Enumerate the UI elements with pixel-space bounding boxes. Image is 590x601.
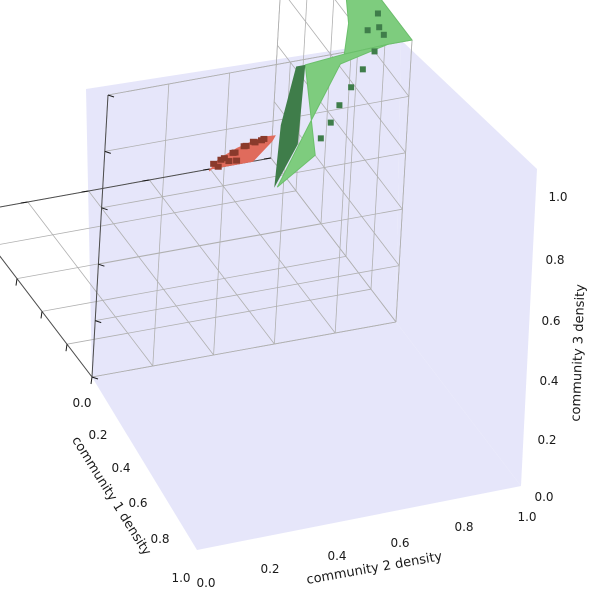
- grid-line: [152, 83, 170, 367]
- y-tick-labels: 0.0 0.2 0.4 0.6 0.8 1.0: [196, 510, 536, 590]
- x-tick-label: 0.6: [128, 496, 147, 510]
- z-tick-label: 1.0: [548, 190, 567, 204]
- green-voxel: [336, 102, 343, 109]
- z-tick-mark: [104, 150, 111, 154]
- x-tick-label: 1.0: [171, 571, 190, 585]
- z-tick-labels: 0.0 0.2 0.4 0.6 0.8 1.0: [534, 190, 567, 504]
- red-voxel: [217, 156, 225, 163]
- y-axis-label: community 2 density: [305, 549, 443, 588]
- red-voxel: [229, 149, 237, 156]
- x-tick-mark: [142, 179, 150, 182]
- y-tick-label: 0.0: [196, 576, 215, 590]
- z-axis-label: community 3 density: [569, 284, 589, 422]
- red-voxel: [225, 158, 233, 165]
- z-tick-label: 0.6: [541, 314, 560, 328]
- red-voxel: [240, 143, 248, 150]
- grid-line: [88, 190, 214, 356]
- y-tick-label: 0.4: [327, 549, 346, 563]
- green-voxel: [359, 66, 366, 73]
- y-tick-mark: [90, 376, 93, 385]
- z-tick-mark: [98, 263, 105, 267]
- grid-line: [66, 288, 372, 345]
- y-tick-label: 0.2: [260, 562, 279, 576]
- grid-line: [334, 0, 410, 97]
- red-voxel: [233, 157, 241, 164]
- x-tick-mark: [263, 157, 272, 160]
- green-voxel-shadow: [274, 64, 306, 188]
- green-voxel: [317, 135, 324, 142]
- pane-back-right: [396, 40, 537, 486]
- grid-line: [98, 208, 403, 265]
- green-voxel: [371, 48, 378, 55]
- z-tick-label: 0.8: [545, 253, 564, 267]
- grid-line: [149, 179, 275, 345]
- grid-line: [395, 39, 413, 323]
- y-tick-label: 0.6: [390, 536, 409, 550]
- pane-edge: [270, 0, 281, 159]
- red-voxel: [210, 160, 218, 167]
- y-axis-line: [0, 255, 93, 378]
- grid-line: [0, 255, 93, 378]
- green-voxel: [380, 31, 387, 38]
- x-tick-label: 0.0: [72, 396, 91, 410]
- grid-line: [95, 265, 400, 321]
- green-voxel-side: [276, 43, 388, 188]
- z-tick-mark: [95, 320, 102, 324]
- x-tick-mark: [203, 168, 211, 171]
- grid-line: [104, 96, 409, 152]
- green-voxel: [364, 27, 371, 34]
- z-tick-mark: [101, 207, 108, 211]
- grid-line: [270, 157, 397, 323]
- x-tick-mark: [81, 190, 89, 193]
- z-tick-label: 0.0: [534, 490, 553, 504]
- grid-line: [213, 72, 230, 356]
- z-axis-line: [91, 94, 109, 378]
- z-tick-label: 0.4: [539, 374, 558, 388]
- x-tick-mark: [20, 201, 28, 204]
- x-tick-labels: 0.0 0.2 0.4 0.6 0.8 1.0: [72, 396, 190, 585]
- z-tick-mark: [91, 376, 99, 380]
- grid-line: [27, 201, 154, 367]
- green-voxel: [374, 10, 381, 17]
- green-voxel: [348, 84, 355, 91]
- red-voxel: [260, 135, 268, 142]
- grid-line: [334, 50, 352, 334]
- x-tick-label: 0.4: [111, 461, 130, 475]
- y-tick-mark: [65, 344, 68, 352]
- green-voxel: [327, 119, 334, 126]
- x-tick-label: 0.2: [88, 428, 107, 442]
- y-tick-mark: [15, 278, 18, 286]
- grid-line: [101, 152, 406, 209]
- grid-line: [209, 168, 336, 334]
- red-voxel: [214, 163, 222, 170]
- grid-line: [0, 190, 297, 245]
- y-tick-label: 1.0: [517, 510, 536, 524]
- green-voxel: [376, 24, 383, 31]
- voxel-layer: [208, 0, 413, 188]
- grid-line: [91, 321, 397, 378]
- red-voxel: [249, 138, 257, 145]
- grid-line: [41, 256, 347, 312]
- grid-line: [370, 7, 388, 290]
- grid-line: [288, 0, 406, 154]
- y-tick-label: 0.8: [454, 520, 473, 534]
- y-tick-mark: [40, 311, 43, 319]
- pane-back-left: [86, 40, 401, 377]
- pane-floor: [92, 322, 521, 550]
- z-tick-label: 0.2: [537, 433, 556, 447]
- z-tick-mark: [107, 94, 115, 98]
- x-tick-label: 0.8: [150, 532, 169, 546]
- grid-line: [295, 0, 308, 191]
